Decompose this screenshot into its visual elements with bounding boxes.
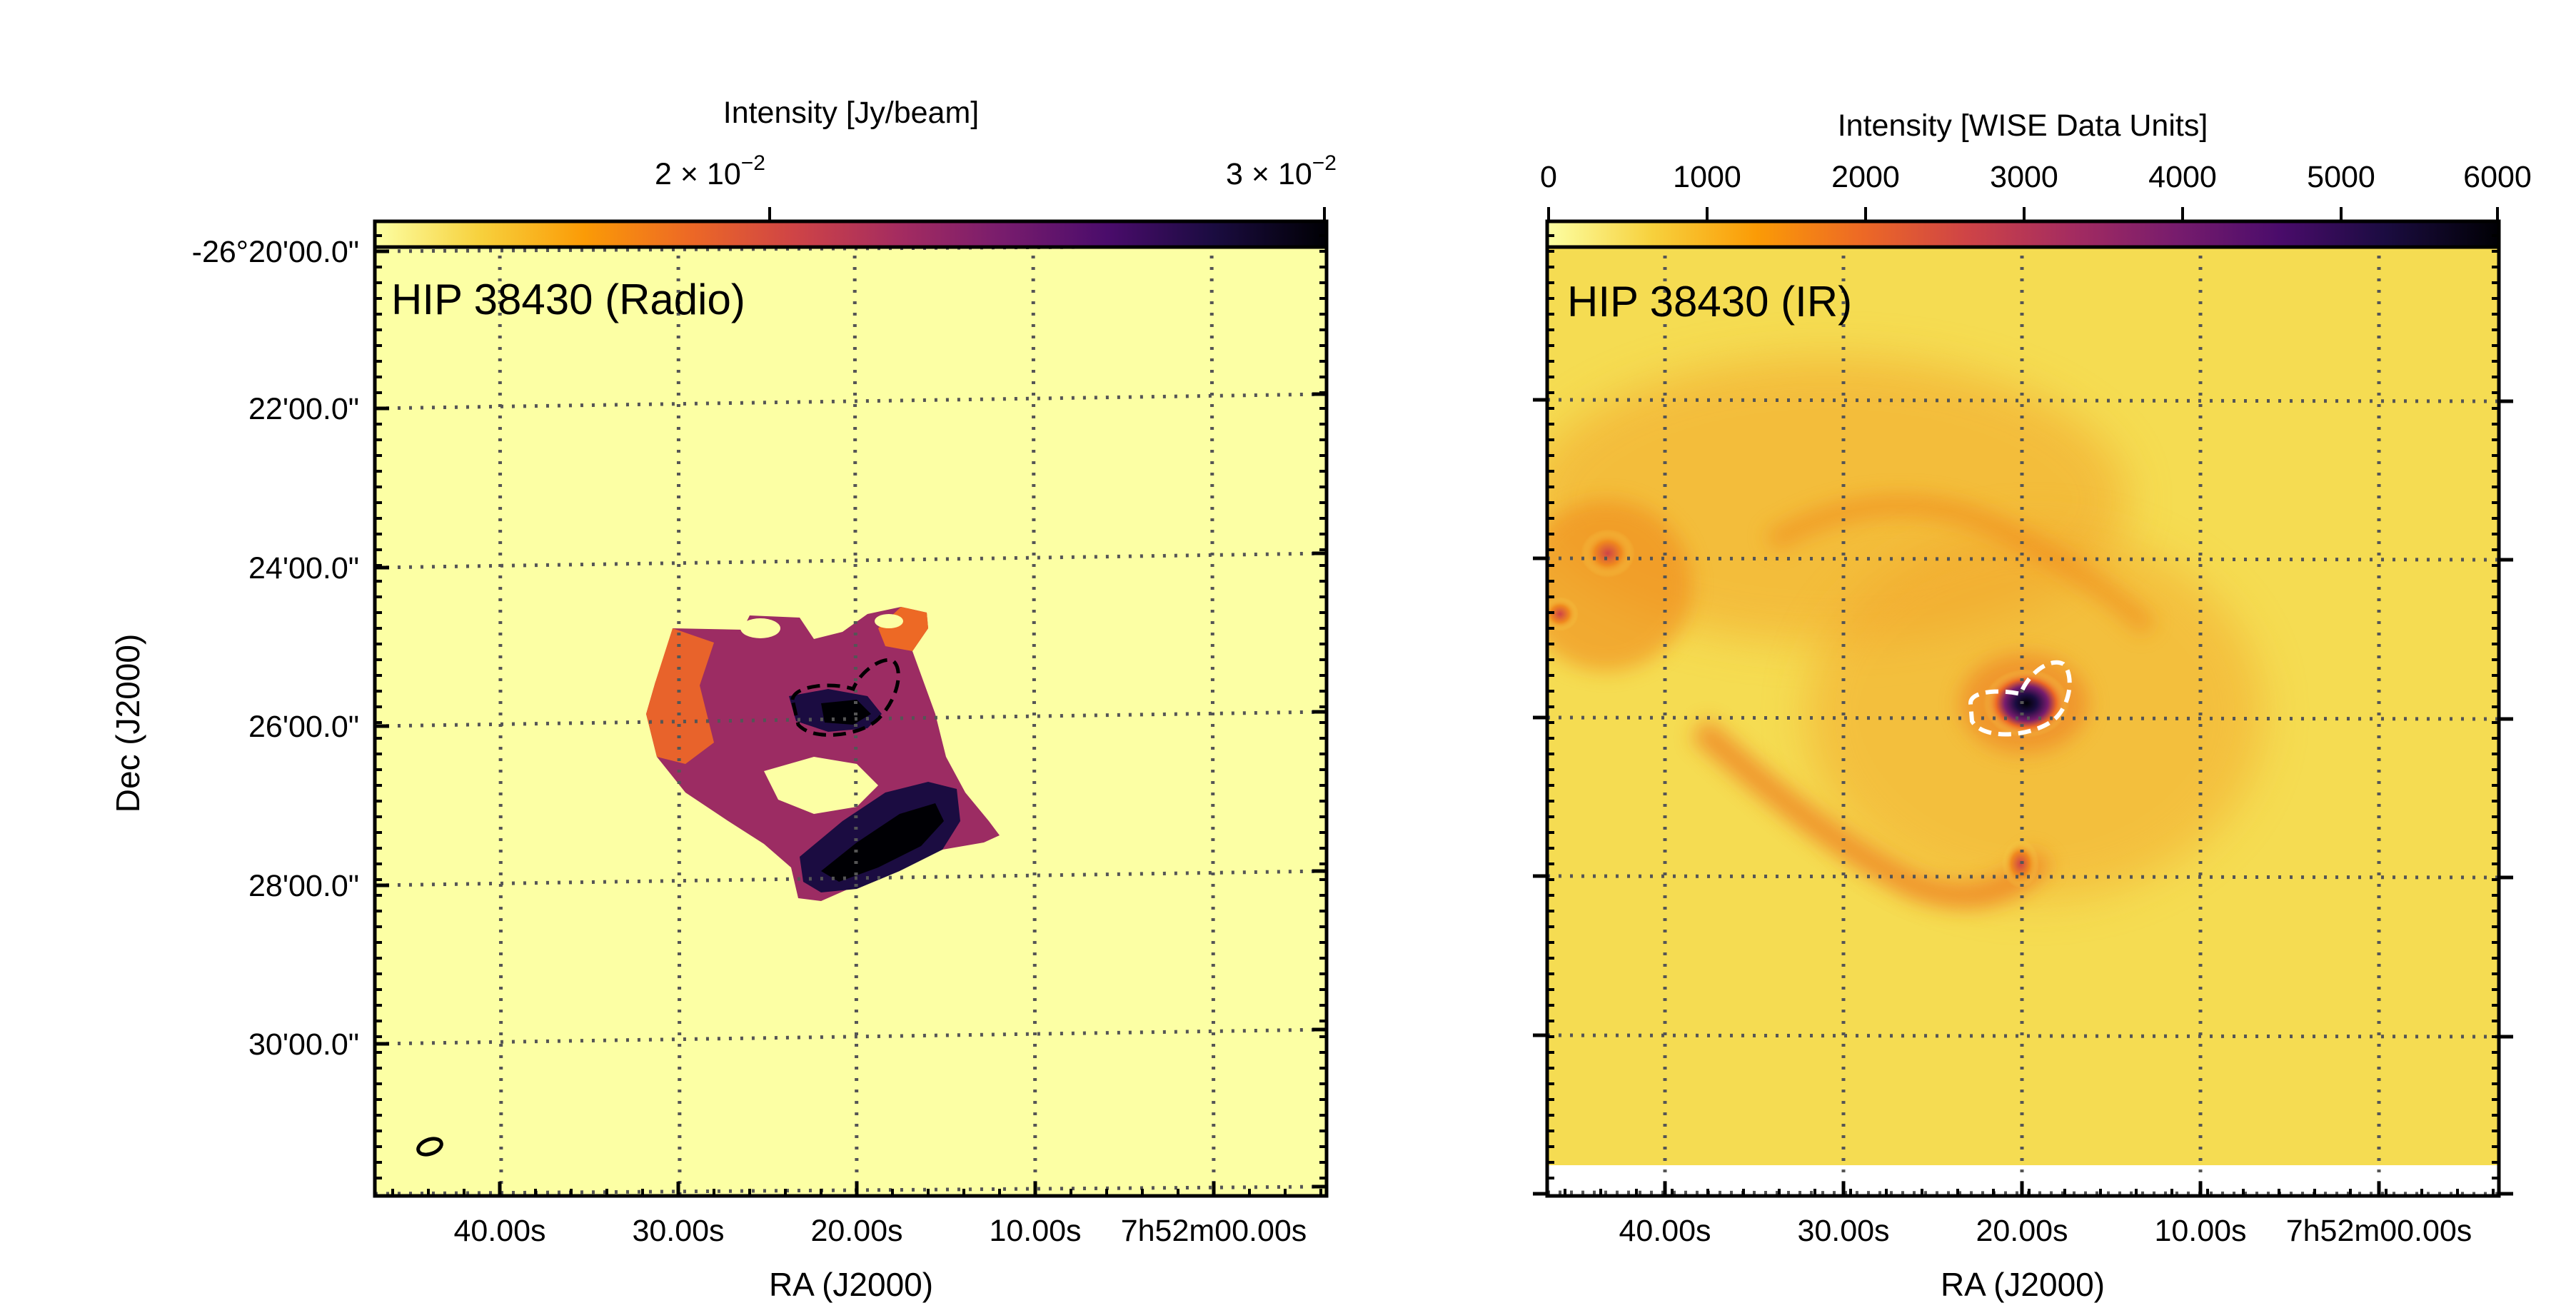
radio-grid-line	[1209, 221, 1216, 1197]
ir-xtick-label: 30.00s	[1797, 1214, 1889, 1248]
radio-orange-fringe	[646, 628, 714, 764]
radio-grid-line	[1031, 221, 1037, 1197]
ir-emission	[1547, 357, 2263, 909]
ir-xlabel: RA (J2000)	[1941, 1266, 2105, 1303]
radio-ytick-label: -26°20'00.0"	[192, 235, 359, 269]
ir-ticks	[1533, 398, 2513, 1196]
radio-grid-line	[852, 221, 859, 1197]
radio-xtick-label: 20.00s	[810, 1214, 902, 1248]
ir-left-edge-source-2	[1547, 597, 1579, 631]
radio-pale-patch-2	[875, 614, 903, 628]
radio-panel-title: HIP 38430 (Radio)	[391, 276, 745, 323]
ir-left-edge-source	[1581, 529, 1635, 578]
radio-grid-line	[676, 221, 682, 1197]
ir-grid	[1546, 221, 2500, 1196]
radio-xtick-label: 7h52m00.00s	[1121, 1214, 1307, 1248]
radio-xtick-label: 30.00s	[632, 1214, 724, 1248]
radio-emission-gap	[764, 757, 878, 814]
radio-panel: HIP 38430 (Radio) Intensity [Jy/beam] 2 …	[109, 96, 1337, 1303]
radio-cbar-ticklabel: 2 × 10−2	[655, 151, 765, 191]
ir-colorbar	[1545, 219, 2501, 249]
ir-upper-arc	[1765, 495, 2157, 636]
radio-ytick-label: 28'00.0"	[248, 869, 359, 903]
ir-cbar-ticklabel: 2000	[1831, 160, 1900, 194]
beam-ellipse	[416, 1137, 443, 1157]
radio-pale-patch	[740, 618, 780, 638]
radio-ytick-label: 24'00.0"	[248, 551, 359, 585]
radio-grid	[374, 221, 1327, 1197]
ir-panel: HIP 38430 (IR) Intensity [WISE Data Unit…	[1533, 109, 2532, 1303]
radio-ytick-label: 30'00.0"	[248, 1027, 359, 1062]
radio-cbar-tick-exp: −2	[1312, 151, 1337, 175]
radio-ytick-label: 22'00.0"	[248, 392, 359, 426]
radio-lobe-core	[821, 803, 944, 882]
minor-ticks	[375, 234, 2499, 1196]
ir-xtick-label: 40.00s	[1619, 1214, 1711, 1248]
radio-xlabel: RA (J2000)	[769, 1266, 933, 1303]
radio-grid-line	[498, 221, 503, 1197]
radio-xtick-label: 40.00s	[453, 1214, 545, 1248]
ir-bow-shock-arc	[1691, 718, 2053, 909]
ir-colorbar-ticks	[1547, 207, 2499, 221]
radio-colorbar	[373, 219, 1329, 249]
ir-colorbar-label: Intensity [WISE Data Units]	[1838, 109, 2208, 143]
radio-ylabel: Dec (J2000)	[109, 634, 146, 813]
ir-cbar-ticklabel: 1000	[1673, 160, 1741, 194]
radio-colorbar-label: Intensity [Jy/beam]	[723, 96, 980, 130]
ir-panel-title: HIP 38430 (IR)	[1567, 278, 1852, 326]
ir-cbar-ticklabel: 6000	[2463, 160, 2532, 194]
radio-cbar-tick-exp: −2	[741, 151, 765, 175]
ir-cbar-ticklabel: 4000	[2148, 160, 2217, 194]
radio-ytick-label: 26'00.0"	[248, 710, 359, 744]
ir-cbar-ticklabel: 5000	[2307, 160, 2375, 194]
ir-xtick-label: 7h52m00.00s	[2286, 1214, 2472, 1248]
ir-xtick-label: 20.00s	[1976, 1214, 2068, 1248]
ir-central-source	[1983, 669, 2069, 738]
radio-emission	[646, 607, 1000, 901]
ir-diffuse-glow	[1547, 500, 1692, 671]
ir-cbar-ticklabel: 0	[1540, 160, 1557, 194]
radio-colorbar-ticks	[768, 207, 1326, 221]
ir-cbar-ticklabel: 3000	[1990, 160, 2058, 194]
radio-xtick-label: 10.00s	[989, 1214, 1081, 1248]
ir-xtick-label: 10.00s	[2154, 1214, 2246, 1248]
radio-cbar-tick-base: 3 × 10	[1226, 157, 1312, 191]
radio-cbar-tick-base: 2 × 10	[655, 157, 741, 191]
radio-dashed-contour	[790, 658, 900, 737]
radio-cbar-ticklabel: 3 × 10−2	[1226, 151, 1337, 191]
